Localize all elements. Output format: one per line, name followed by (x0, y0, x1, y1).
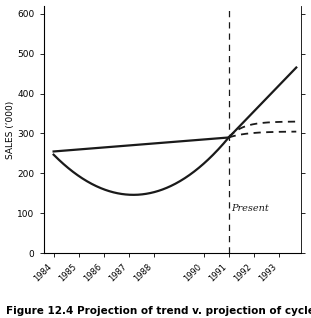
Text: Figure 12.4 Projection of trend v. projection of cycle: Figure 12.4 Projection of trend v. proje… (6, 307, 311, 316)
Text: Present: Present (231, 204, 269, 213)
Y-axis label: SALES (‘000): SALES (‘000) (6, 100, 15, 159)
